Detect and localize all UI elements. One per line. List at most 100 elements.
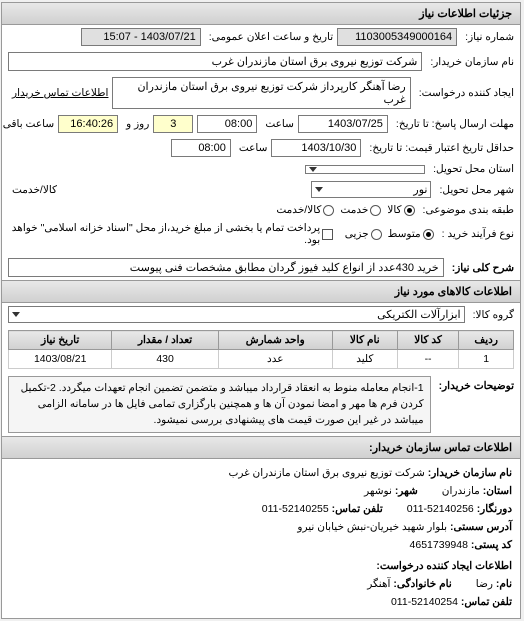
goods-table: ردیف کد کالا نام کالا واحد شمارش تعداد /… — [9, 330, 515, 369]
radio-medium[interactable]: متوسط — [389, 228, 435, 240]
label-city: شهر: — [396, 485, 419, 497]
radio-icon — [424, 229, 435, 240]
label-public-datetime: تاریخ و ساعت اعلان عمومی: — [206, 31, 334, 43]
dropdown-city[interactable]: نور — [312, 181, 432, 198]
radio-both[interactable]: کالا/خدمت — [277, 204, 335, 216]
checkbox-treasury[interactable]: پرداخت تمام یا بخشی از مبلغ خرید،از محل … — [9, 222, 334, 246]
contact-province: استان: مازندران — [443, 483, 513, 501]
label-fax: دورنگار: — [478, 503, 513, 515]
field-validity-date[interactable]: 1403/10/30 — [272, 139, 362, 157]
value-phone: 52140255-011 — [263, 503, 330, 515]
label-remaining: ساعت باقی مانده — [0, 118, 55, 130]
radio-icon — [372, 229, 383, 240]
dropdown-city-value: نور — [414, 183, 428, 196]
col-code: کد کالا — [398, 331, 460, 350]
row-goods-group: گروه کالا: ابزارآلات الکتریکی — [3, 303, 521, 326]
row-requester: ایجاد کننده درخواست: رضا آهنگر کارپرداز … — [3, 74, 521, 112]
field-deadline-date[interactable]: 1403/07/25 — [299, 115, 389, 133]
label-req-phone: تلفن تماس: — [462, 596, 513, 608]
label-need-desc: شرح کلی نیاز: — [449, 262, 515, 274]
cell-qty: 430 — [113, 350, 219, 369]
label-org-name: نام سازمان خریدار: — [429, 467, 513, 479]
radio-kala[interactable]: کالا — [388, 204, 415, 216]
contact-loc: استان: مازندران شهر: نوشهر — [11, 483, 513, 501]
value-fax: 52140256-011 — [408, 503, 475, 515]
radio-group-category: کالا خدمت کالا/خدمت — [277, 204, 415, 216]
label-first-name: نام: — [497, 578, 513, 590]
col-name: نام کالا — [333, 331, 398, 350]
label-postal: کد پستی: — [472, 539, 513, 551]
contact-postal: کد پستی: 4651739948 — [11, 537, 513, 555]
radio-label-both: کالا/خدمت — [277, 204, 322, 216]
req-first-name: نام: رضا — [477, 576, 513, 594]
req-name-row: نام: رضا نام خانوادگی: آهنگر — [11, 576, 513, 594]
details-panel: جزئیات اطلاعات نیاز شماره نیاز: 11030053… — [2, 2, 522, 619]
row-category: طبقه بندی موضوعی: کالا خدمت کالا/خدمت — [3, 201, 521, 219]
col-qty: تعداد / مقدار — [113, 331, 219, 350]
cell-unit: عدد — [219, 350, 333, 369]
label-goods-service: کالا/خدمت — [9, 184, 58, 196]
dropdown-province[interactable] — [306, 165, 426, 174]
radio-icon — [371, 205, 382, 216]
radio-minor[interactable]: جزیی — [346, 228, 383, 240]
radio-group-process: متوسط جزیی — [346, 228, 435, 240]
contact-address: آدرس سستی: بلوار شهید خیریان-نبش خیابان … — [11, 519, 513, 537]
col-unit: واحد شمارش — [219, 331, 333, 350]
label-validity: حداقل تاریخ اعتبار قیمت: تا تاریخ: — [366, 142, 515, 154]
radio-label-kala: کالا — [388, 204, 402, 216]
link-buyer-contact[interactable]: اطلاعات تماس خریدار — [9, 87, 109, 99]
radio-label-minor: جزیی — [346, 228, 370, 240]
label-request-no: شماره نیاز: — [462, 31, 515, 43]
field-need-desc: خرید 430عدد از انواع کلید فیوز گردان مطا… — [9, 258, 445, 277]
label-and-days: روز و — [123, 118, 150, 130]
row-process: نوع فرآیند خرید : متوسط جزیی پرداخت تمام… — [3, 219, 521, 249]
value-org-name: شرکت توزیع نیروی برق استان مازندران غرب — [229, 467, 425, 479]
radio-label-khedmat: خدمت — [341, 204, 369, 216]
row-need-desc: شرح کلی نیاز: خرید 430عدد از انواع کلید … — [3, 255, 521, 280]
label-province: استان: — [484, 485, 513, 497]
section-goods-info: اطلاعات کالاهای مورد نیاز — [3, 280, 521, 303]
contact-fax: دورنگار: 52140256-011 — [408, 501, 513, 519]
req-phone: تلفن تماس: 52140254-011 — [11, 594, 513, 612]
label-process: نوع فرآیند خرید : — [439, 228, 515, 240]
contact-block: نام سازمان خریدار: شرکت توزیع نیروی برق … — [3, 459, 521, 618]
field-validity-time[interactable]: 08:00 — [172, 139, 232, 157]
label-goods-group: گروه کالا: — [470, 309, 515, 321]
label-buyer-name: نام سازمان خریدار: — [427, 56, 515, 68]
row-validity: حداقل تاریخ اعتبار قیمت: تا تاریخ: 1403/… — [3, 136, 521, 160]
contact-phones: دورنگار: 52140256-011 تلفن تماس: 5214025… — [11, 501, 513, 519]
label-requester: ایجاد کننده درخواست: — [416, 87, 515, 99]
row-buyer-name: نام سازمان خریدار: شرکت توزیع نیروی برق … — [3, 49, 521, 74]
req-family: نام خانوادگی: آهنگر — [368, 576, 453, 594]
goods-table-wrap: ردیف کد کالا نام کالا واحد شمارش تعداد /… — [3, 326, 521, 373]
label-phone: تلفن تماس: — [333, 503, 384, 515]
label-time-1: ساعت — [262, 118, 295, 130]
label-category: طبقه بندی موضوعی: — [420, 204, 515, 216]
table-head: ردیف کد کالا نام کالا واحد شمارش تعداد /… — [10, 331, 515, 350]
label-delivery-city: شهر محل تحویل: — [436, 184, 515, 196]
cell-code: -- — [398, 350, 460, 369]
contact-org: نام سازمان خریدار: شرکت توزیع نیروی برق … — [11, 465, 513, 483]
label-family: نام خانوادگی: — [394, 578, 452, 590]
value-postal: 4651739948 — [411, 539, 469, 551]
label-time-2: ساعت — [236, 142, 269, 154]
field-deadline-time[interactable]: 08:00 — [198, 115, 258, 133]
col-date: تاریخ نیاز — [10, 331, 113, 350]
dropdown-goods-group[interactable]: ابزارآلات الکتریکی — [9, 306, 466, 323]
cell-row: 1 — [460, 350, 515, 369]
field-request-no: 1103005349000164 — [338, 28, 458, 46]
table-row[interactable]: 1 -- کلید عدد 430 1403/08/21 — [10, 350, 515, 369]
field-public-datetime: 1403/07/21 - 15:07 — [82, 28, 202, 46]
radio-khedmat[interactable]: خدمت — [341, 204, 382, 216]
field-buyer-name: شرکت توزیع نیروی برق استان مازندران غرب — [9, 52, 423, 71]
checkbox-label: پرداخت تمام یا بخشی از مبلغ خرید،از محل … — [9, 222, 321, 246]
radio-icon — [405, 205, 416, 216]
row-deadline: مهلت ارسال پاسخ: تا تاریخ: 1403/07/25 سا… — [3, 112, 521, 136]
value-province: مازندران — [443, 485, 481, 497]
checkbox-icon — [323, 229, 334, 240]
field-remaining-time: 16:40:26 — [59, 115, 119, 133]
radio-label-medium: متوسط — [389, 228, 422, 240]
value-first-name: رضا — [477, 578, 494, 590]
col-row: ردیف — [460, 331, 515, 350]
value-city: نوشهر — [365, 485, 393, 497]
